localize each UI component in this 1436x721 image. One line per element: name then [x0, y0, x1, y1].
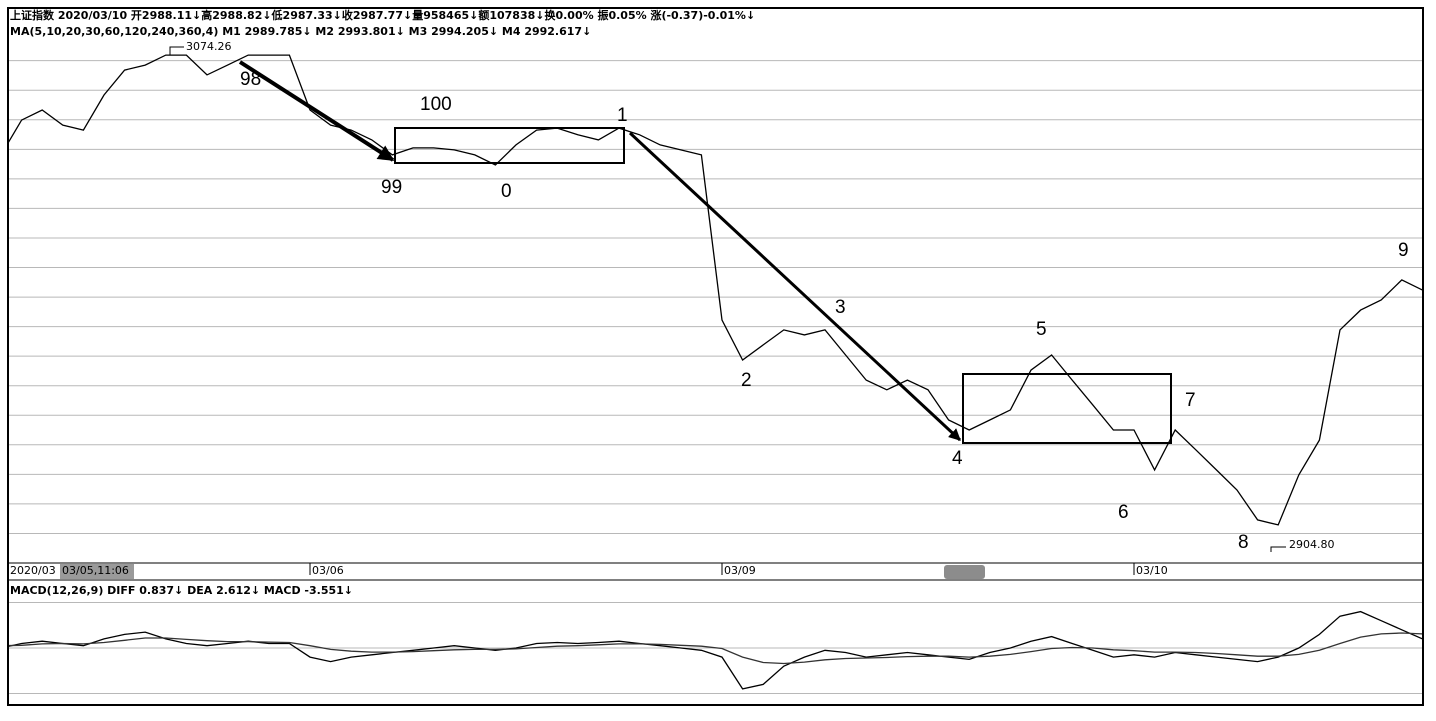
x-tick-label: 03/06 — [312, 564, 344, 577]
box — [394, 127, 625, 164]
arrow — [628, 131, 962, 442]
ma-header: MA(5,10,20,30,60,120,240,360,4) M1 2989.… — [10, 25, 591, 38]
cursor-time: 03/05,11:06 — [62, 564, 129, 577]
series-line — [9, 610, 1422, 690]
quote-header: 上证指数 2020/03/10 开2988.11↓高2988.82↓低2987.… — [10, 8, 755, 22]
scrollbar-thumb[interactable] — [944, 565, 985, 579]
annotation: 100 — [420, 94, 452, 115]
cursor-highlight — [60, 564, 134, 579]
frame — [7, 7, 1424, 706]
annotation: 3 — [835, 297, 846, 318]
annotation: 99 — [381, 177, 402, 198]
annotation: 3074.26 — [186, 40, 232, 53]
series-line — [9, 54, 1422, 526]
annotation: 6 — [1118, 502, 1129, 523]
annotation: 8 — [1238, 532, 1249, 553]
annotation: 0 — [501, 181, 512, 202]
annotation: 7 — [1185, 390, 1196, 411]
x-tick-label: 03/09 — [724, 564, 756, 577]
macd-header: MACD(12,26,9) DIFF 0.837↓ DEA 2.612↓ MAC… — [10, 584, 353, 597]
series-line — [9, 632, 1422, 665]
arrow — [238, 60, 395, 162]
annotation: 98 — [240, 69, 261, 90]
annotation: 5 — [1036, 319, 1047, 340]
annotation: 1 — [617, 105, 628, 126]
box — [962, 373, 1172, 444]
annotation: 9 — [1398, 240, 1409, 261]
annotation: 4 — [952, 448, 963, 469]
leader — [169, 46, 184, 55]
x-tick-label: 03/10 — [1136, 564, 1168, 577]
cursor-month: 2020/03 — [10, 564, 56, 577]
annotation: 2 — [741, 370, 752, 391]
annotation: 2904.80 — [1289, 538, 1335, 551]
leader — [1270, 546, 1286, 552]
